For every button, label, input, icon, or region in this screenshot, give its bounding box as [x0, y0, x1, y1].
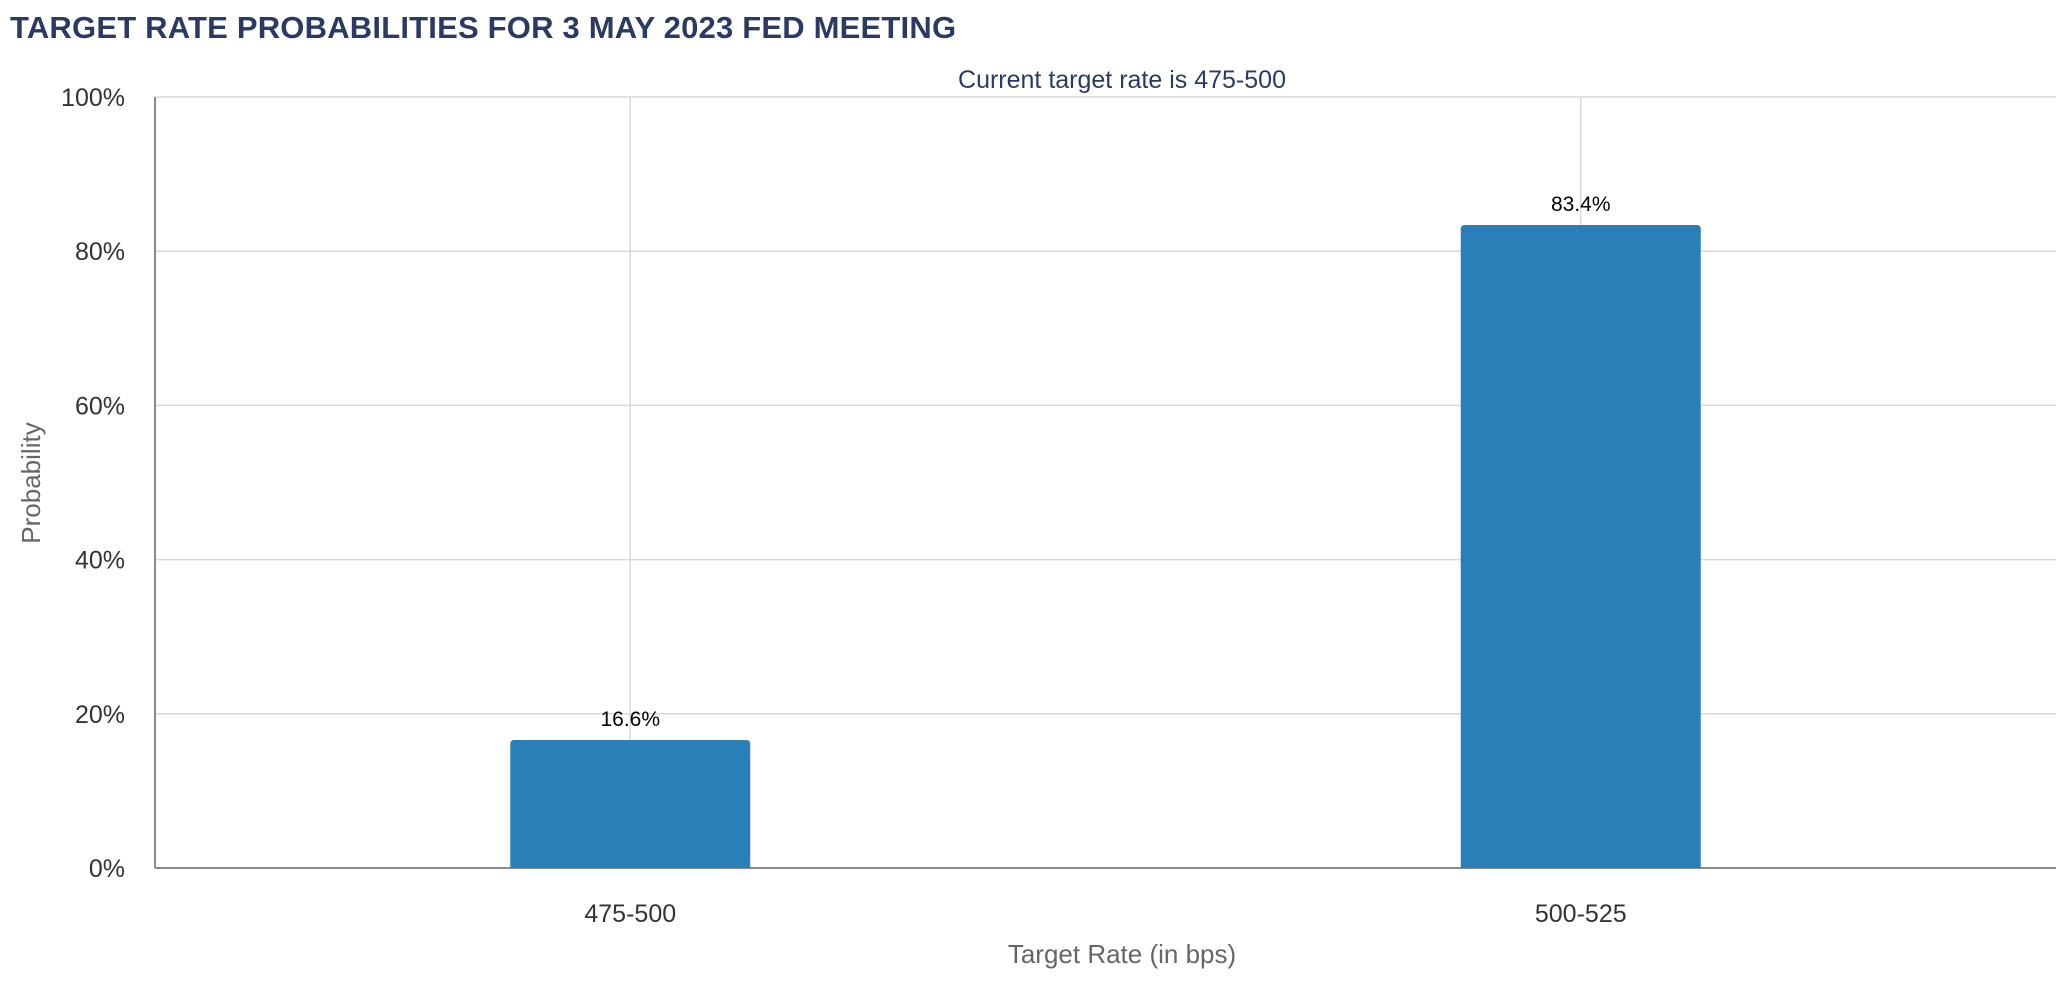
- x-axis-title: Target Rate (in bps): [1008, 939, 1236, 969]
- bar-475-500: [510, 740, 751, 868]
- x-tick-labels: 475-500 500-525: [584, 900, 1626, 928]
- y-axis-title: Probability: [16, 422, 46, 543]
- y-tick-label: 100%: [61, 84, 125, 112]
- axes: [154, 97, 2056, 869]
- x-tick-label-475-500: 475-500: [584, 900, 676, 928]
- y-tick-label: 60%: [75, 392, 125, 420]
- page-title: TARGET RATE PROBABILITIES FOR 3 MAY 2023…: [10, 10, 957, 45]
- chart-subtitle: Current target rate is 475-500: [958, 66, 1286, 94]
- y-tick-label: 80%: [75, 238, 125, 266]
- gridlines: [155, 96, 2056, 868]
- y-tick-label: 20%: [75, 701, 125, 729]
- y-tick-labels: 0% 20% 40% 60% 80% 100%: [61, 84, 125, 883]
- bars: [510, 224, 1701, 869]
- y-tick-label: 40%: [75, 547, 125, 575]
- x-tick-label-500-525: 500-525: [1535, 900, 1627, 928]
- data-label-475-500: 16.6%: [600, 708, 660, 731]
- y-tick-label: 0%: [89, 855, 125, 883]
- bar-500-525: [1460, 224, 1701, 869]
- data-label-500-525: 83.4%: [1551, 193, 1611, 216]
- data-labels: 16.6% 83.4%: [600, 193, 1610, 731]
